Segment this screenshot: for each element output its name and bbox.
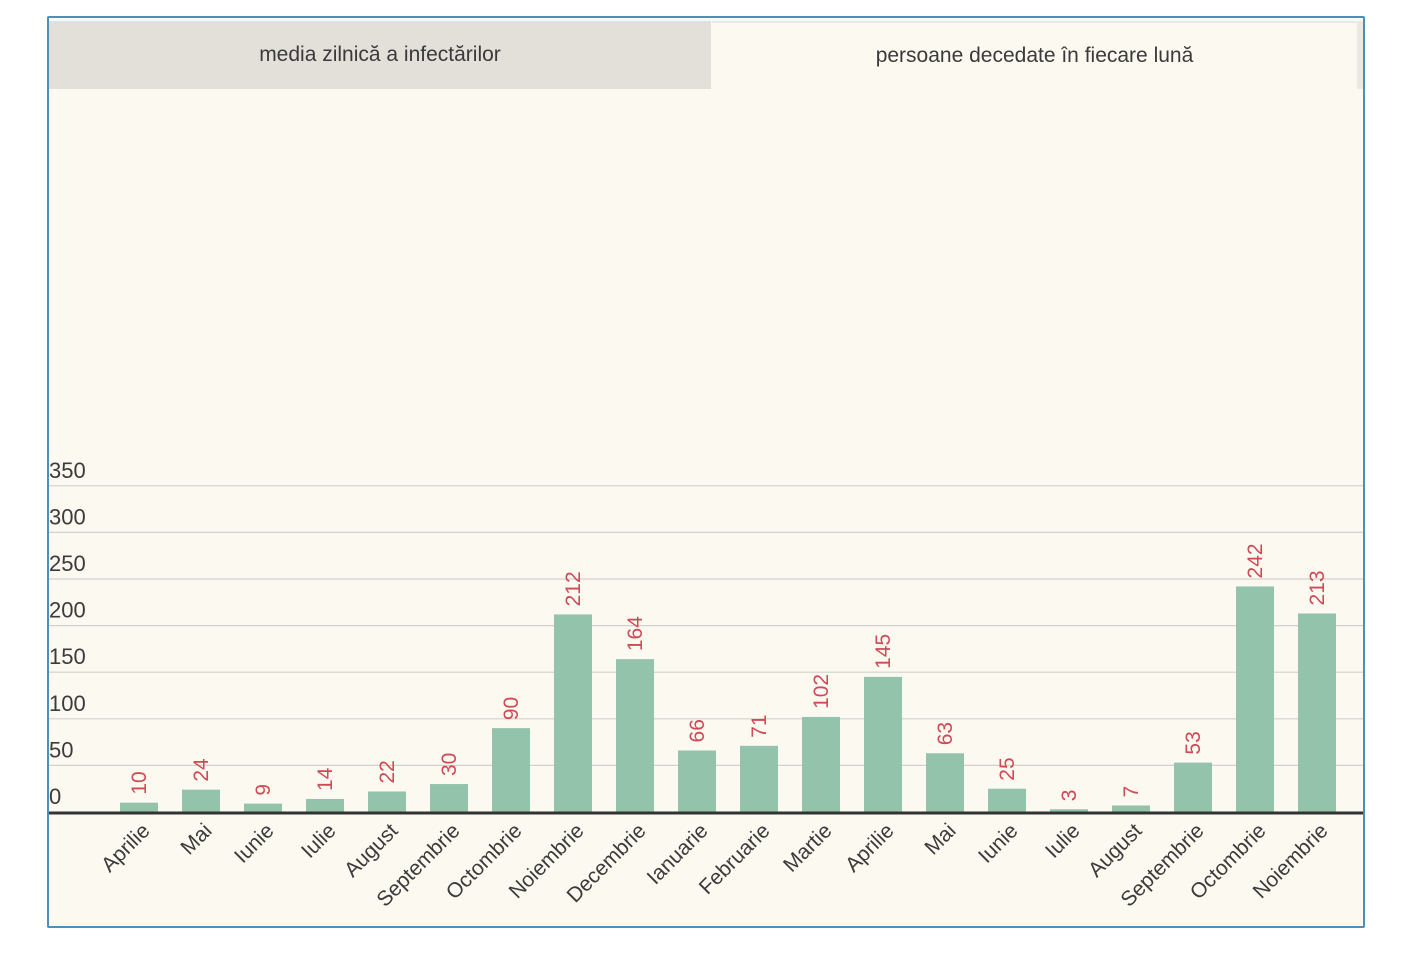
bar bbox=[182, 789, 220, 812]
value-label: 90 bbox=[500, 697, 523, 720]
y-tick-label: 100 bbox=[49, 691, 86, 716]
bar bbox=[244, 803, 282, 812]
y-tick-label: 50 bbox=[49, 737, 73, 762]
chart-canvas: 0 50 100 150 200 250 300 350 10 Aprilie 24 Mai 9 Iuni… bbox=[49, 458, 1363, 911]
y-tick-label: 300 bbox=[49, 504, 86, 529]
y-tick-label: 250 bbox=[49, 551, 86, 576]
value-label: 24 bbox=[190, 758, 213, 782]
y-tick-label: 200 bbox=[49, 598, 86, 623]
value-label: 10 bbox=[128, 771, 151, 794]
chart-frame: 0 50 100 150 200 250 300 350 10 Aprilie 24 Mai 9 Iuni… bbox=[47, 16, 1365, 928]
category-label: Iulie bbox=[297, 819, 341, 863]
bar bbox=[926, 753, 964, 812]
y-tick-label: 0 bbox=[49, 784, 61, 809]
bar bbox=[802, 716, 840, 812]
tab-daily-infections[interactable]: media zilnică a infectărilor bbox=[49, 21, 711, 89]
bar bbox=[492, 728, 530, 812]
category-label: August bbox=[340, 819, 403, 882]
value-label: 66 bbox=[686, 719, 709, 742]
value-label: 53 bbox=[1182, 731, 1205, 754]
bar bbox=[1236, 586, 1274, 812]
tab-monthly-deaths[interactable]: persoane decedate în fiecare lună bbox=[712, 21, 1363, 89]
bar bbox=[1298, 613, 1336, 812]
value-label: 212 bbox=[562, 571, 585, 606]
value-label: 242 bbox=[1244, 543, 1267, 578]
category-label: Iunie bbox=[974, 819, 1022, 867]
value-label: 213 bbox=[1306, 570, 1329, 605]
bar bbox=[740, 745, 778, 812]
value-label: 30 bbox=[438, 753, 461, 776]
category-label: Mai bbox=[176, 819, 216, 859]
category-label: Mai bbox=[920, 819, 960, 859]
value-label: 164 bbox=[624, 616, 647, 651]
bar bbox=[864, 676, 902, 812]
category-label: Iulie bbox=[1041, 819, 1085, 863]
value-label: 25 bbox=[996, 757, 1019, 780]
bar bbox=[554, 614, 592, 812]
value-label: 22 bbox=[376, 760, 399, 783]
bar bbox=[368, 791, 406, 812]
category-label: Aprilie bbox=[841, 819, 899, 877]
category-label: Iunie bbox=[230, 819, 278, 867]
y-tick-label: 350 bbox=[49, 458, 86, 483]
value-label: 102 bbox=[810, 674, 833, 709]
bar bbox=[678, 750, 716, 812]
category-label: Martie bbox=[779, 819, 837, 877]
bar bbox=[988, 788, 1026, 812]
bar bbox=[306, 798, 344, 812]
y-tick-label: 150 bbox=[49, 644, 86, 669]
value-label: 63 bbox=[934, 722, 957, 745]
bar bbox=[120, 802, 158, 812]
category-label: August bbox=[1084, 819, 1147, 882]
bar bbox=[1050, 809, 1088, 812]
bar bbox=[1174, 762, 1212, 812]
value-label: 145 bbox=[872, 634, 895, 669]
value-label: 14 bbox=[314, 767, 337, 791]
value-label: 9 bbox=[252, 784, 275, 796]
bar bbox=[1112, 805, 1150, 812]
bar bbox=[616, 659, 654, 812]
bar bbox=[430, 784, 468, 812]
value-label: 3 bbox=[1058, 790, 1081, 802]
category-label: Aprilie bbox=[97, 819, 155, 877]
value-label: 71 bbox=[748, 714, 771, 737]
value-label: 7 bbox=[1120, 786, 1143, 798]
